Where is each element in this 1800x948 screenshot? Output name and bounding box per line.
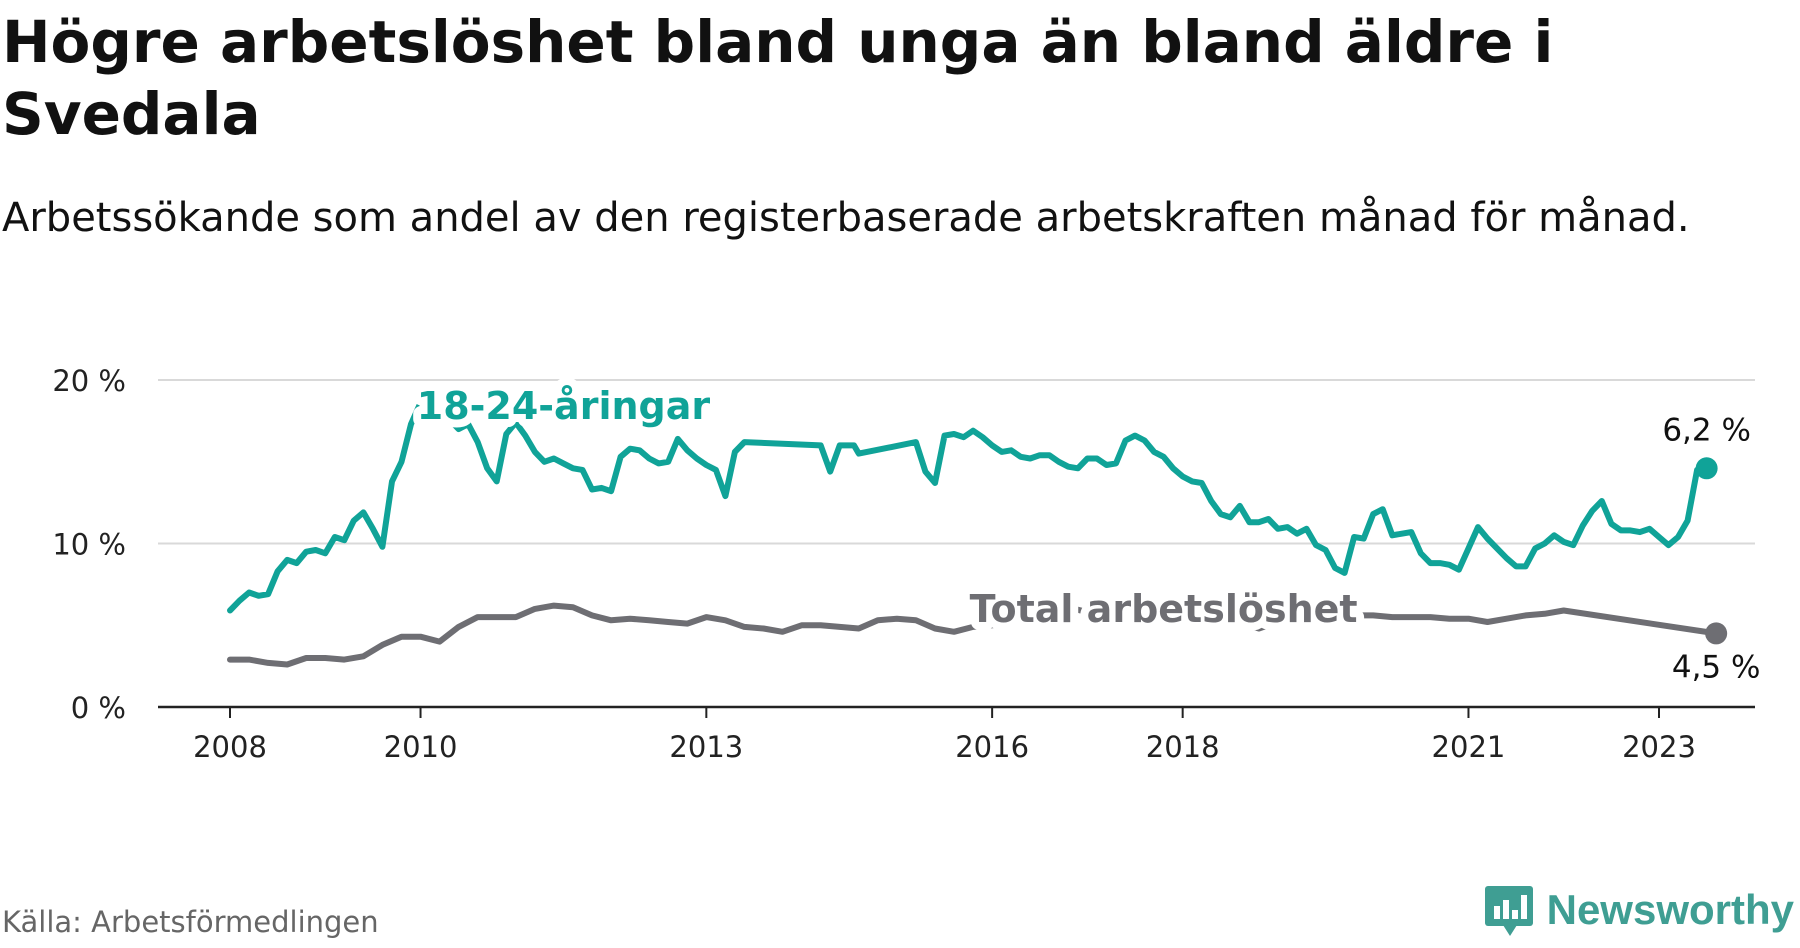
x-tick-label: 2021 xyxy=(1432,730,1506,764)
y-tick-label: 0 % xyxy=(71,691,126,725)
x-tick-label: 2008 xyxy=(193,730,267,764)
series-end-marker-youth xyxy=(1695,457,1718,480)
newsworthy-logo-icon xyxy=(1484,886,1533,936)
source-note: Källa: Arbetsförmedlingen xyxy=(2,905,379,939)
y-tick-label: 10 % xyxy=(52,528,126,562)
grid-lines xyxy=(158,379,1755,545)
series-layer xyxy=(227,399,1728,668)
series-line-total xyxy=(227,602,1720,668)
x-tick-label: 2023 xyxy=(1622,730,1696,764)
series-label-youth: 18-24-åringar xyxy=(417,384,711,428)
chart-title: Högre arbetslöshet bland unga än bland ä… xyxy=(2,8,1554,148)
x-tick-label: 2010 xyxy=(384,730,458,764)
brand-name: Newsworthy xyxy=(1546,886,1794,933)
axes: 0 % 10 % 20 % 2008 2010 2013 2016 2018 2021 2023 xyxy=(52,364,1755,764)
series-end-label-total: 4,5 % xyxy=(1672,649,1761,685)
series-end-label-youth: 6,2 % xyxy=(1662,412,1751,448)
series-line-youth xyxy=(227,399,1710,614)
x-tick-label: 2016 xyxy=(955,730,1029,764)
series-label-total: Total arbetslöshet xyxy=(970,587,1358,631)
y-tick-label: 20 % xyxy=(52,364,126,398)
chart-subtitle: Arbetssökande som andel av den registerb… xyxy=(2,195,1690,241)
x-tick-label: 2018 xyxy=(1146,730,1220,764)
labels: 6,2 % 4,5 % 18-24-åringar Total arbetslöshe… xyxy=(409,376,1765,690)
x-tick-label: 2013 xyxy=(669,730,743,764)
series-end-marker-total xyxy=(1705,622,1728,645)
brand-logo[interactable]: Newsworthy xyxy=(1481,880,1794,940)
